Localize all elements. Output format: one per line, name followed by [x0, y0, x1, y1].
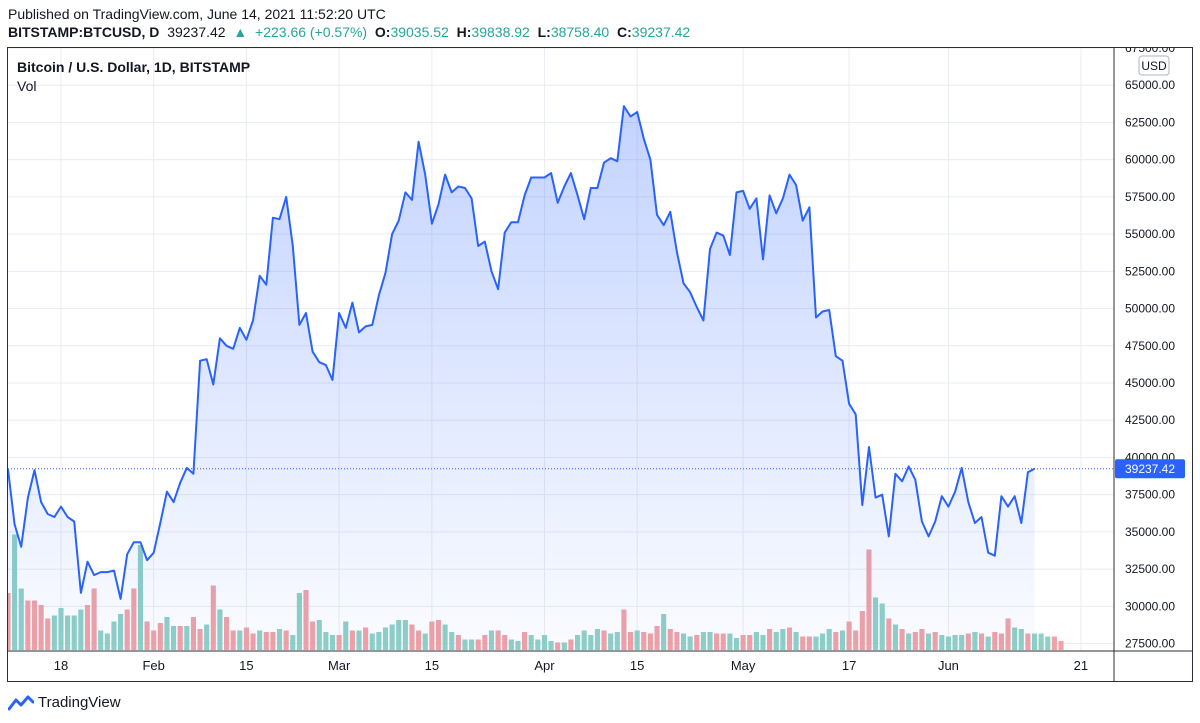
volume-bar: [1045, 636, 1051, 650]
volume-indicator-label: Vol: [17, 78, 36, 94]
price-tick-label: 65000.00: [1125, 78, 1175, 92]
price-tick-label: 50000.00: [1125, 302, 1175, 316]
time-tick-label: Mar: [328, 658, 351, 673]
footer-brand-label: TradingView: [38, 694, 121, 711]
high-value: 39838.92: [471, 24, 530, 40]
price-line: [8, 105, 1035, 600]
close-label: C:: [617, 24, 632, 40]
price-tick-label: 62500.00: [1125, 115, 1175, 129]
time-tick-label: 18: [54, 658, 68, 673]
time-axis[interactable]: 18 Feb 15 Mar 15 Apr 15 May 17 Jun 21: [54, 658, 1088, 673]
change-arrow-icon: ▲: [233, 24, 248, 40]
price-tick-label: 35000.00: [1125, 525, 1175, 539]
change-value: +223.66 (+0.57%): [255, 24, 368, 40]
last-price-tag-label: 39237.42: [1125, 462, 1175, 476]
time-tick-label: Apr: [534, 658, 555, 673]
time-tick-label: 15: [630, 658, 644, 673]
time-tick-label: Feb: [142, 658, 164, 673]
price-tick-label: 67500.00: [1125, 48, 1175, 55]
price-tick-label: 47500.00: [1125, 339, 1175, 353]
time-tick-label: Jun: [938, 658, 959, 673]
price-tick-label: 60000.00: [1125, 153, 1175, 167]
currency-label: USD: [1141, 59, 1167, 73]
price-tick-label: 52500.00: [1125, 264, 1175, 278]
price-tick-label: 32500.00: [1125, 562, 1175, 576]
low-label: L:: [537, 24, 551, 40]
chart-frame[interactable]: 67500.00 65000.00 62500.00 60000.00 57500.00…: [7, 47, 1193, 682]
price-tick-label: 27500.00: [1125, 637, 1175, 651]
price-area-fill: [8, 106, 1035, 652]
volume-bar: [1051, 636, 1057, 650]
tradingview-logo-icon: [8, 695, 34, 710]
price-tick-label: 45000.00: [1125, 376, 1175, 390]
time-tick-label: 21: [1074, 658, 1088, 673]
last-price-value: 39237.42: [167, 24, 226, 40]
time-tick-label: 15: [425, 658, 439, 673]
currency-badge[interactable]: USD: [1138, 55, 1170, 76]
low-value: 38758.40: [550, 24, 610, 40]
close-value: 39237.42: [631, 24, 691, 40]
price-tick-label: 37500.00: [1125, 488, 1175, 502]
price-area: [8, 105, 1035, 652]
time-tick-label: 17: [842, 658, 856, 673]
price-chart[interactable]: 67500.00 65000.00 62500.00 60000.00 57500.00…: [8, 48, 1192, 681]
open-value: 39035.52: [390, 24, 449, 40]
footer-brand[interactable]: TradingView: [8, 694, 121, 711]
last-price-tag: 39237.42: [1115, 459, 1185, 479]
ohlc-legend: BITSTAMP:BTCUSD, D 39237.42 ▲ +223.66 (+…: [8, 24, 690, 40]
price-tick-label: 57500.00: [1125, 190, 1175, 204]
symbol-label[interactable]: BITSTAMP:BTCUSD, D: [8, 24, 160, 40]
price-tick-label: 55000.00: [1125, 227, 1175, 241]
volume-bar: [1031, 633, 1038, 650]
time-tick-label: 15: [239, 658, 253, 673]
time-tick-label: May: [731, 658, 756, 673]
chart-title: Bitcoin / U.S. Dollar, 1D, BITSTAMP: [17, 59, 250, 75]
published-info: Published on TradingView.com, June 14, 2…: [8, 6, 386, 22]
volume-bar: [1058, 641, 1064, 650]
high-label: H:: [456, 24, 472, 40]
open-label: O:: [374, 24, 391, 40]
volume-bar: [1038, 633, 1044, 650]
price-tick-label: 42500.00: [1125, 413, 1175, 427]
price-tick-label: 30000.00: [1125, 599, 1175, 613]
price-axis[interactable]: 67500.00 65000.00 62500.00 60000.00 57500.00…: [1125, 48, 1175, 651]
